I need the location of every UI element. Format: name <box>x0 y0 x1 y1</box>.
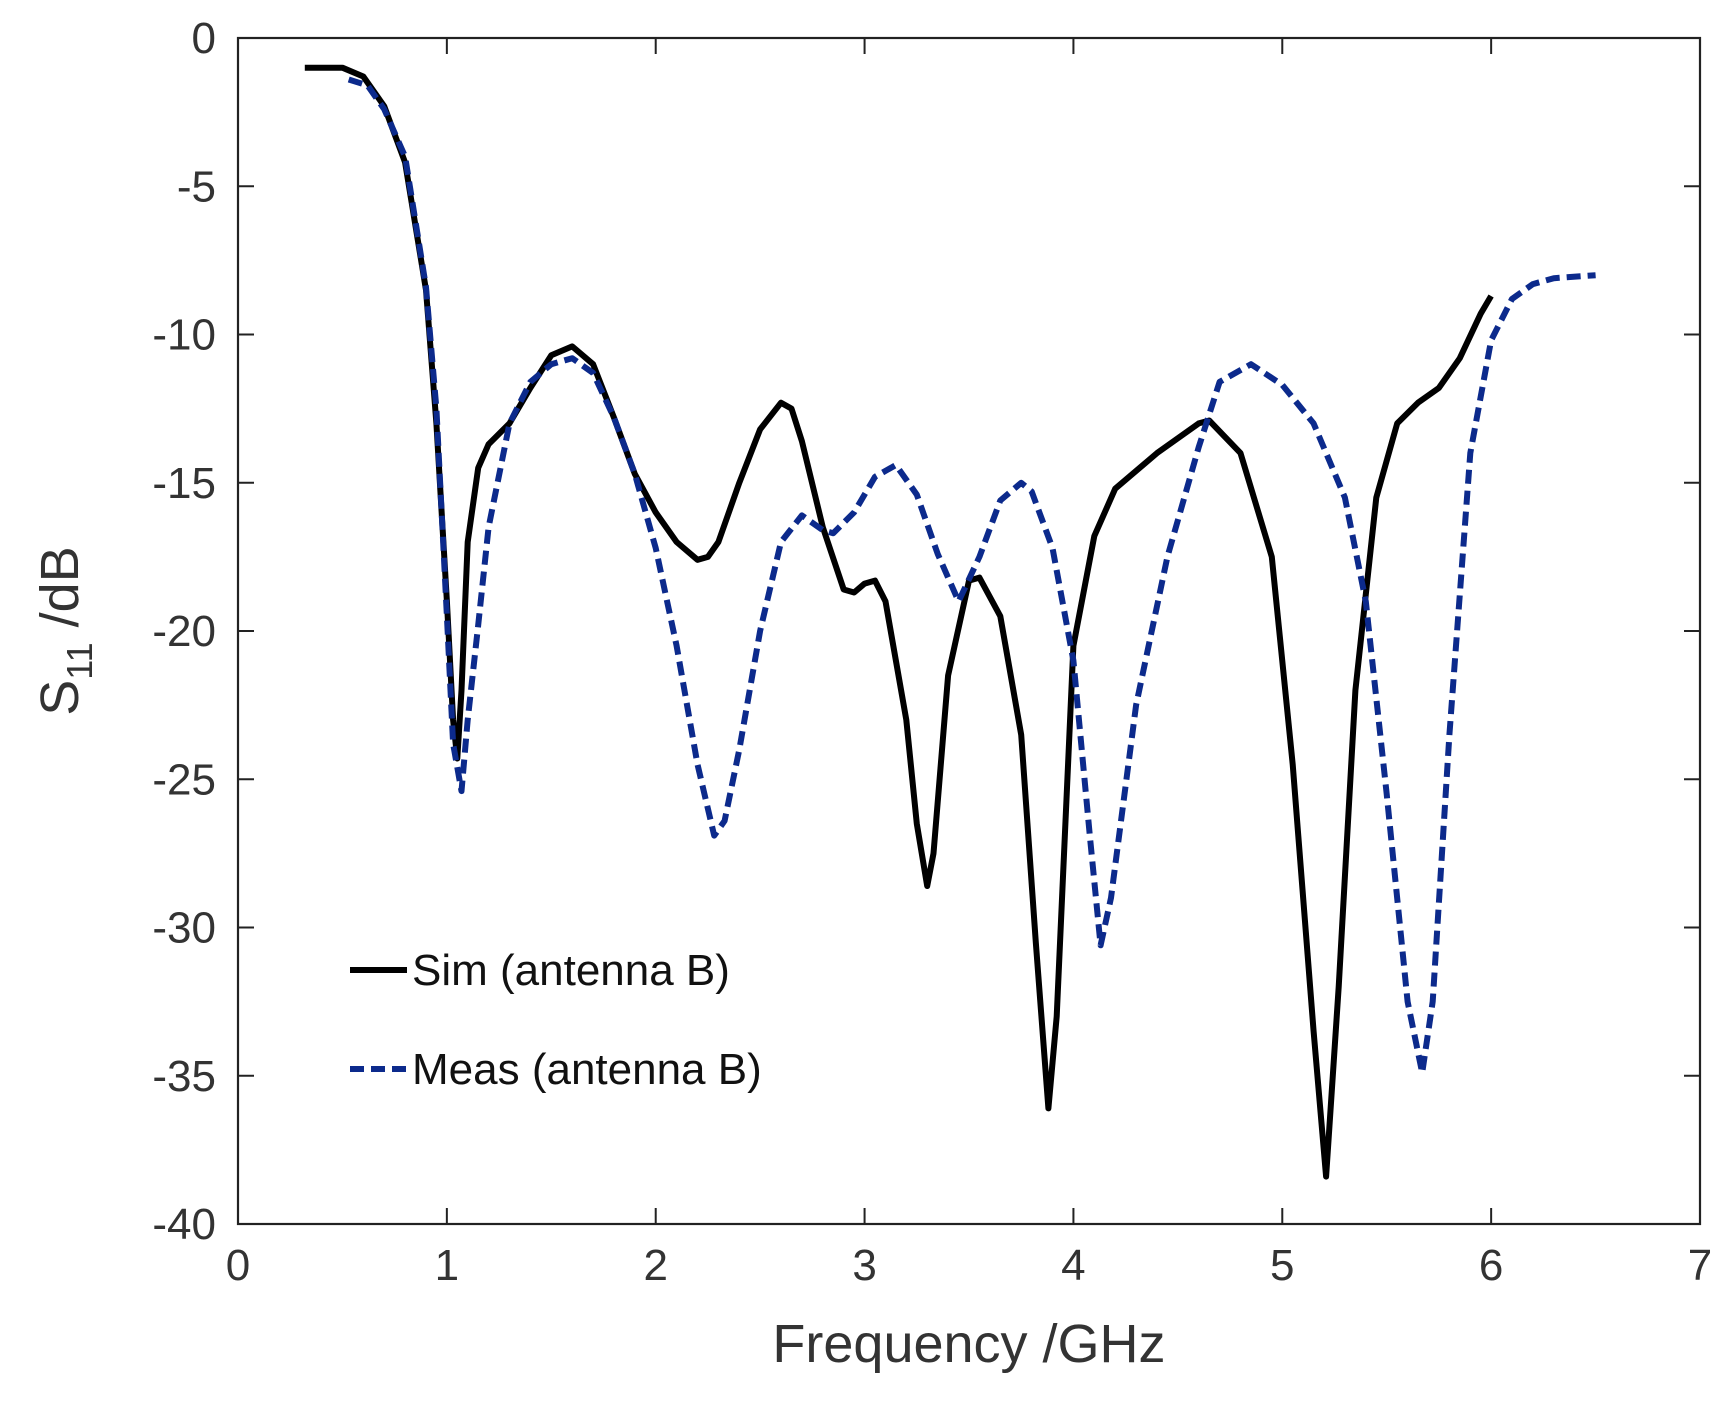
y-tick-label: -35 <box>152 1052 216 1101</box>
x-axis-label: Frequency /GHz <box>772 1314 1165 1374</box>
y-axis-label-main: S <box>30 680 90 716</box>
legend: Sim (antenna B) Meas (antenna B) <box>350 946 762 1094</box>
x-tick-label: 6 <box>1479 1241 1503 1290</box>
y-axis-label-subscript: 11 <box>59 642 100 679</box>
x-tick-label: 1 <box>435 1241 459 1290</box>
x-tick-label: 7 <box>1688 1241 1712 1290</box>
legend-label-sim: Sim (antenna B) <box>412 946 730 995</box>
series-line-meas <box>347 76 1596 1076</box>
y-tick-label: -30 <box>152 904 216 953</box>
legend-label-meas: Meas (antenna B) <box>412 1045 762 1094</box>
y-tick-label: -40 <box>152 1200 216 1249</box>
y-tick-label: -15 <box>152 459 216 508</box>
x-tick-label: 0 <box>226 1241 250 1290</box>
data-lines <box>304 64 1596 1180</box>
x-tick-label: 5 <box>1270 1241 1294 1290</box>
axis-tick-labels: 0 1 2 3 4 5 6 7 0 -5 -10 -15 -20 -25 -30 -35 -40 <box>152 14 1712 1290</box>
series-line-sim <box>304 64 1494 1180</box>
y-tick-label: -20 <box>152 607 216 656</box>
y-axis-label: S11 /dB <box>30 546 100 715</box>
y-tick-label: -5 <box>177 162 216 211</box>
y-tick-label: -25 <box>152 755 216 804</box>
y-axis-label-suffix: /dB <box>30 546 90 642</box>
y-tick-label: 0 <box>192 14 216 63</box>
x-tick-label: 3 <box>852 1241 876 1290</box>
x-tick-label: 4 <box>1061 1241 1085 1290</box>
plot-area-frame <box>236 36 1702 1226</box>
y-tick-label: -10 <box>152 311 216 360</box>
x-tick-label: 2 <box>643 1241 667 1290</box>
